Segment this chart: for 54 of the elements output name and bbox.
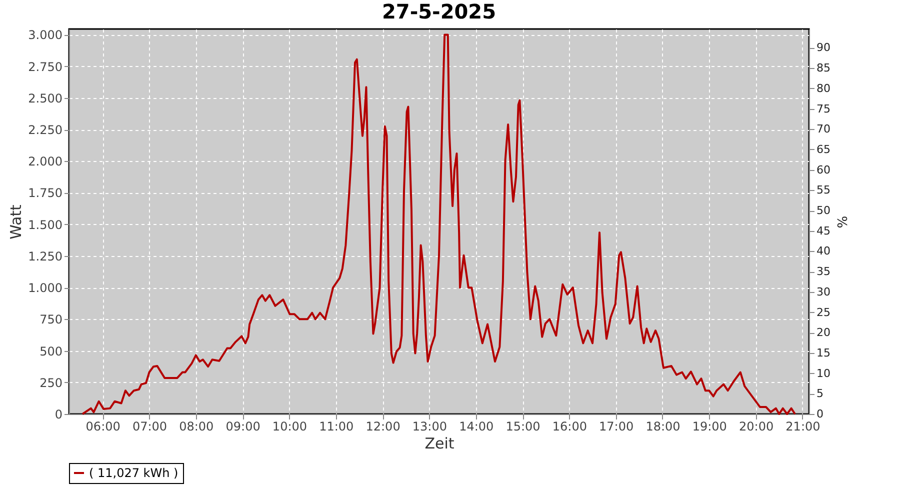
y-axis-title: Watt xyxy=(7,204,26,240)
x-tick-label: 07:00 xyxy=(132,420,168,434)
y-tick-label: 1.500 xyxy=(28,218,62,232)
y2-tick-label: 30 xyxy=(816,285,830,298)
y-tick-label: 3.000 xyxy=(28,28,62,42)
x-tick-label: 10:00 xyxy=(272,420,308,434)
x-tick-label: 11:00 xyxy=(319,420,354,434)
x-tick-label: 19:00 xyxy=(692,420,727,434)
y2-tick-label: 45 xyxy=(816,224,830,238)
y-tick-label: 2.000 xyxy=(28,154,62,169)
y-tick-label: 250 xyxy=(40,376,62,390)
y2-tick-label: 50 xyxy=(816,204,830,218)
y-tick-label: 500 xyxy=(40,344,62,358)
y-tick-label: 2.500 xyxy=(28,91,62,106)
x-tick-label: 06:00 xyxy=(86,420,120,434)
y-tick-label: 1.250 xyxy=(28,249,62,264)
y2-tick-label: 0 xyxy=(816,408,824,420)
y2-tick-label: 10 xyxy=(816,366,830,380)
y2-tick-label: 35 xyxy=(816,265,830,278)
y2-tick-label: 75 xyxy=(816,102,830,116)
y2-tick-label: 65 xyxy=(816,142,830,156)
y-tick-label: 2.250 xyxy=(28,123,62,138)
chart-title: 27-5-2025 xyxy=(382,0,496,24)
y-tick-label: 750 xyxy=(40,312,62,327)
y2-tick-label: 60 xyxy=(816,163,830,176)
x-tick-label: 15:00 xyxy=(506,420,540,434)
x-tick-label: 12:00 xyxy=(366,420,400,434)
y-tick-label: 0 xyxy=(54,408,62,422)
y-tick-label: 1.750 xyxy=(28,186,62,200)
y2-tick-label: 90 xyxy=(816,41,830,54)
y2-tick-label: 70 xyxy=(816,122,830,136)
x-tick-label: 08:00 xyxy=(179,420,214,434)
y2-tick-label: 20 xyxy=(816,326,830,340)
legend-label: ( 11,027 kWh ) xyxy=(89,466,178,480)
y2-tick-label: 40 xyxy=(816,244,830,258)
y-tick-label: 1.000 xyxy=(28,281,62,296)
line-series xyxy=(82,34,796,415)
y2-tick-label: 85 xyxy=(816,62,830,75)
y2-tick-label: 5 xyxy=(816,387,824,400)
y2-tick-label: 25 xyxy=(816,306,830,319)
x-tick-label: 16:00 xyxy=(552,420,587,434)
x-tick-label: 14:00 xyxy=(459,420,494,434)
y2-tick-label: 15 xyxy=(816,346,830,360)
x-tick-label: 09:00 xyxy=(226,420,260,434)
x-tick-label: 13:00 xyxy=(412,420,447,434)
x-tick-label: 20:00 xyxy=(739,420,774,434)
y-tick-label: 2.750 xyxy=(28,60,62,74)
x-tick-label: 21:00 xyxy=(786,420,820,434)
x-axis-title: Zeit xyxy=(424,434,454,452)
x-tick-label: 18:00 xyxy=(646,420,680,434)
y2-tick-label: 80 xyxy=(816,82,830,95)
y2-axis-title: % xyxy=(833,216,848,228)
x-tick-label: 17:00 xyxy=(599,420,634,434)
y2-tick-label: 55 xyxy=(816,184,830,197)
